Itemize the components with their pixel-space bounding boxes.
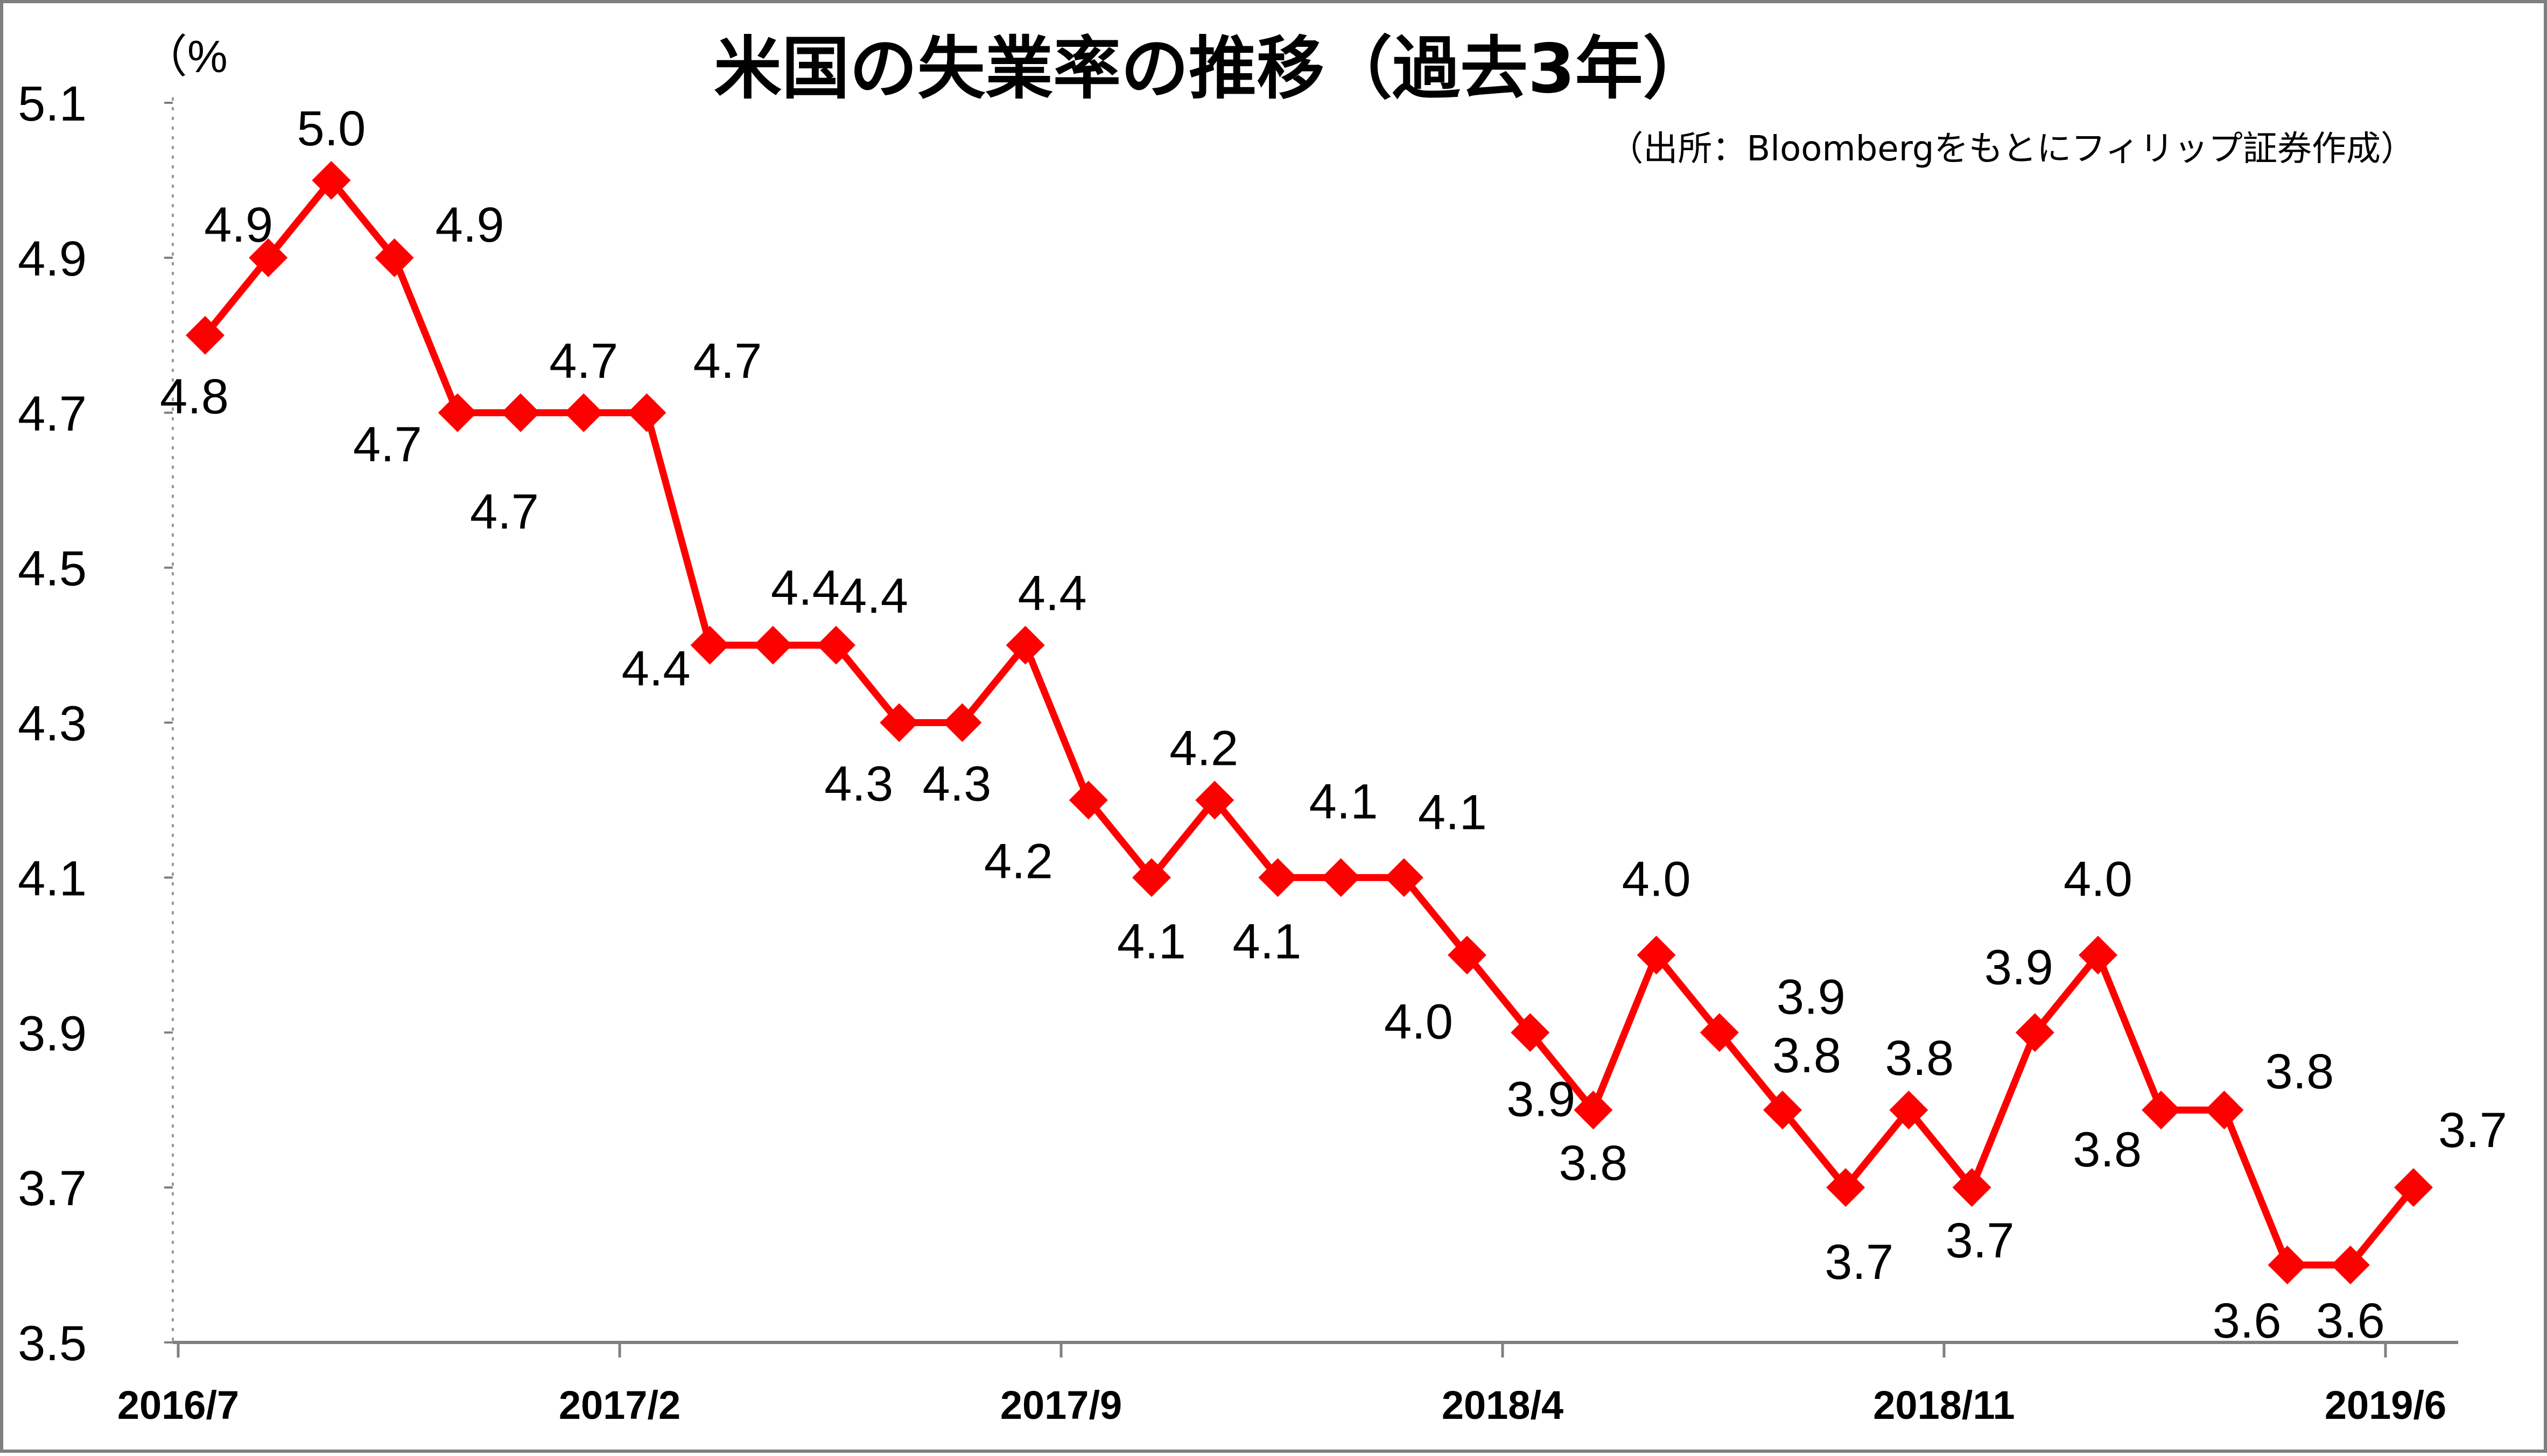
data-label: 3.7 xyxy=(1825,1235,1893,1290)
data-label: 3.7 xyxy=(1946,1213,2015,1268)
data-point-marker xyxy=(1384,858,1423,897)
data-label: 4.1 xyxy=(1232,914,1301,969)
data-point-marker xyxy=(1448,936,1486,975)
data-point-marker xyxy=(943,703,982,742)
data-label: 4.1 xyxy=(1418,785,1487,840)
data-point-marker xyxy=(627,393,666,432)
data-point-marker xyxy=(1889,1091,1928,1130)
x-tick-label: 2018/4 xyxy=(1442,1383,1563,1427)
data-point-marker xyxy=(1952,1168,1991,1207)
x-tick-label: 2016/7 xyxy=(117,1383,239,1427)
data-label: 4.0 xyxy=(1384,994,1453,1049)
data-point-marker xyxy=(2015,1013,2054,1052)
data-point-marker xyxy=(1132,858,1171,897)
data-label: 4.0 xyxy=(1622,852,1691,906)
data-point-marker xyxy=(1511,1013,1550,1052)
data-point-marker xyxy=(2079,936,2117,975)
data-point-marker xyxy=(1321,858,1360,897)
data-point-marker xyxy=(880,703,919,742)
chart-source-note: （出所：Bloombergをもとにフィリップ証券作成） xyxy=(1609,129,2415,169)
data-point-marker xyxy=(817,625,855,665)
data-point-marker xyxy=(2394,1168,2433,1207)
line-chart: 米国の失業率の推移（過去3年） （出所：Bloombergをもとにフィリップ証券… xyxy=(18,29,2507,1427)
data-point-marker xyxy=(2331,1246,2370,1285)
x-tick-label: 2019/6 xyxy=(2325,1383,2446,1427)
data-label: 3.8 xyxy=(2073,1122,2142,1177)
y-tick-label: 4.3 xyxy=(18,697,87,751)
axes: 5.1 4.9 4.7 4.5 4.3 4.1 3.9 3.7 3.5 2016/7 2017/2 2… xyxy=(18,76,2458,1427)
data-point-marker xyxy=(375,238,414,277)
data-point-marker xyxy=(186,315,224,355)
data-label: 4.7 xyxy=(693,334,762,389)
data-label: 3.9 xyxy=(1777,969,1846,1024)
data-point-marker xyxy=(249,238,288,277)
data-label: 4.0 xyxy=(2064,852,2132,906)
data-label: 3.8 xyxy=(1559,1136,1627,1191)
data-point-marker xyxy=(1006,625,1045,665)
series-line xyxy=(202,177,2417,1269)
data-point-marker xyxy=(690,625,729,665)
y-tick-label: 5.1 xyxy=(18,76,87,131)
data-label: 4.1 xyxy=(1309,774,1378,829)
data-label: 4.7 xyxy=(549,334,618,389)
series-markers xyxy=(186,160,2433,1285)
data-label: 4.4 xyxy=(771,561,840,616)
data-point-marker xyxy=(312,160,351,200)
data-point-marker xyxy=(2268,1246,2307,1285)
data-point-marker xyxy=(1195,780,1234,820)
data-label: 4.7 xyxy=(470,484,539,539)
data-label: 4.7 xyxy=(353,417,422,472)
y-tick-label: 3.5 xyxy=(18,1316,87,1371)
data-point-marker xyxy=(1700,1013,1739,1052)
data-point-marker xyxy=(1826,1168,1865,1207)
data-label: 4.4 xyxy=(1018,566,1087,621)
y-tick-label: 4.1 xyxy=(18,851,87,906)
y-axis-unit-label: （% xyxy=(142,31,228,82)
data-label: 3.9 xyxy=(1506,1072,1575,1127)
data-label: 4.3 xyxy=(922,757,991,812)
y-tick-label: 4.7 xyxy=(18,386,87,441)
data-label: 3.6 xyxy=(2213,1293,2282,1348)
data-label: 3.8 xyxy=(2265,1044,2334,1099)
data-point-marker xyxy=(1763,1091,1802,1130)
data-label: 4.9 xyxy=(204,198,273,252)
data-label: 4.3 xyxy=(824,757,893,812)
y-tick-label: 3.7 xyxy=(18,1161,87,1216)
x-tick-label: 2017/9 xyxy=(1000,1383,1122,1427)
data-label: 4.2 xyxy=(1169,721,1238,776)
data-label: 5.0 xyxy=(297,101,366,156)
data-label: 3.9 xyxy=(1984,940,2053,995)
x-tick-label: 2018/11 xyxy=(1873,1383,2015,1427)
data-label: 3.7 xyxy=(2438,1103,2507,1158)
y-tick-label: 4.5 xyxy=(18,541,87,596)
data-label: 4.9 xyxy=(436,198,504,252)
data-point-marker xyxy=(564,393,604,432)
data-point-marker xyxy=(2142,1091,2181,1130)
data-label: 3.8 xyxy=(1885,1031,1954,1086)
data-point-marker xyxy=(438,393,477,432)
y-tick-label: 4.9 xyxy=(18,231,87,286)
y-tick-label: 3.9 xyxy=(18,1006,87,1061)
data-label: 4.2 xyxy=(984,834,1053,889)
data-label: 3.6 xyxy=(2316,1293,2385,1348)
chart-title: 米国の失業率の推移（過去3年） xyxy=(714,29,1711,108)
data-point-marker xyxy=(1069,780,1108,820)
data-point-marker xyxy=(753,625,792,665)
data-label: 3.8 xyxy=(1772,1028,1841,1083)
x-tick-label: 2017/2 xyxy=(559,1383,680,1427)
data-label: 4.4 xyxy=(839,569,908,624)
data-point-marker xyxy=(2205,1091,2244,1130)
data-label: 4.8 xyxy=(160,369,229,424)
data-point-marker xyxy=(1258,858,1297,897)
data-point-marker xyxy=(501,393,540,432)
data-label: 4.1 xyxy=(1117,914,1186,969)
data-labels: 4.84.95.04.94.74.74.7 4.74.44.4 4.44.3 4.34… xyxy=(160,101,2507,1348)
unemployment-rate-line xyxy=(202,177,2417,1269)
data-point-marker xyxy=(1637,936,1676,975)
data-label: 4.4 xyxy=(622,642,691,697)
data-point-marker xyxy=(1574,1091,1613,1130)
